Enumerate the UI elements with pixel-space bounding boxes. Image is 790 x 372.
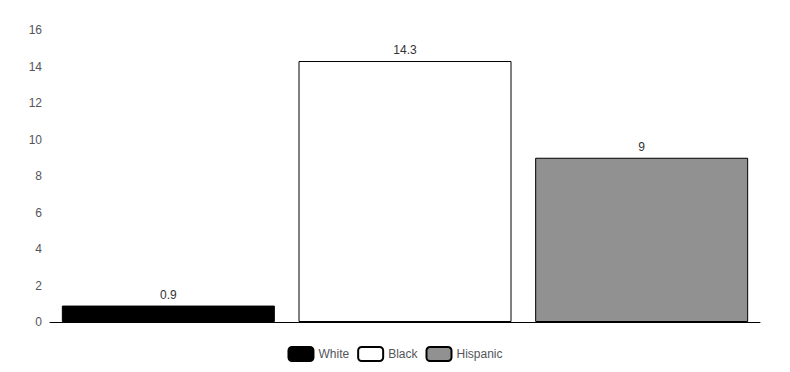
svg-text:White: White: [318, 347, 349, 361]
svg-text:Hispanic: Hispanic: [456, 347, 502, 361]
svg-text:9: 9: [638, 140, 645, 154]
svg-text:14: 14: [29, 60, 43, 74]
svg-text:12: 12: [29, 96, 43, 110]
svg-text:Black: Black: [388, 347, 418, 361]
svg-text:14.3: 14.3: [393, 43, 417, 57]
svg-text:0.9: 0.9: [160, 288, 177, 302]
svg-text:2: 2: [35, 279, 42, 293]
svg-text:6: 6: [35, 206, 42, 220]
svg-text:0: 0: [35, 315, 42, 329]
svg-text:8: 8: [35, 169, 42, 183]
svg-text:4: 4: [35, 242, 42, 256]
svg-text:16: 16: [29, 23, 43, 37]
svg-text:10: 10: [29, 133, 43, 147]
